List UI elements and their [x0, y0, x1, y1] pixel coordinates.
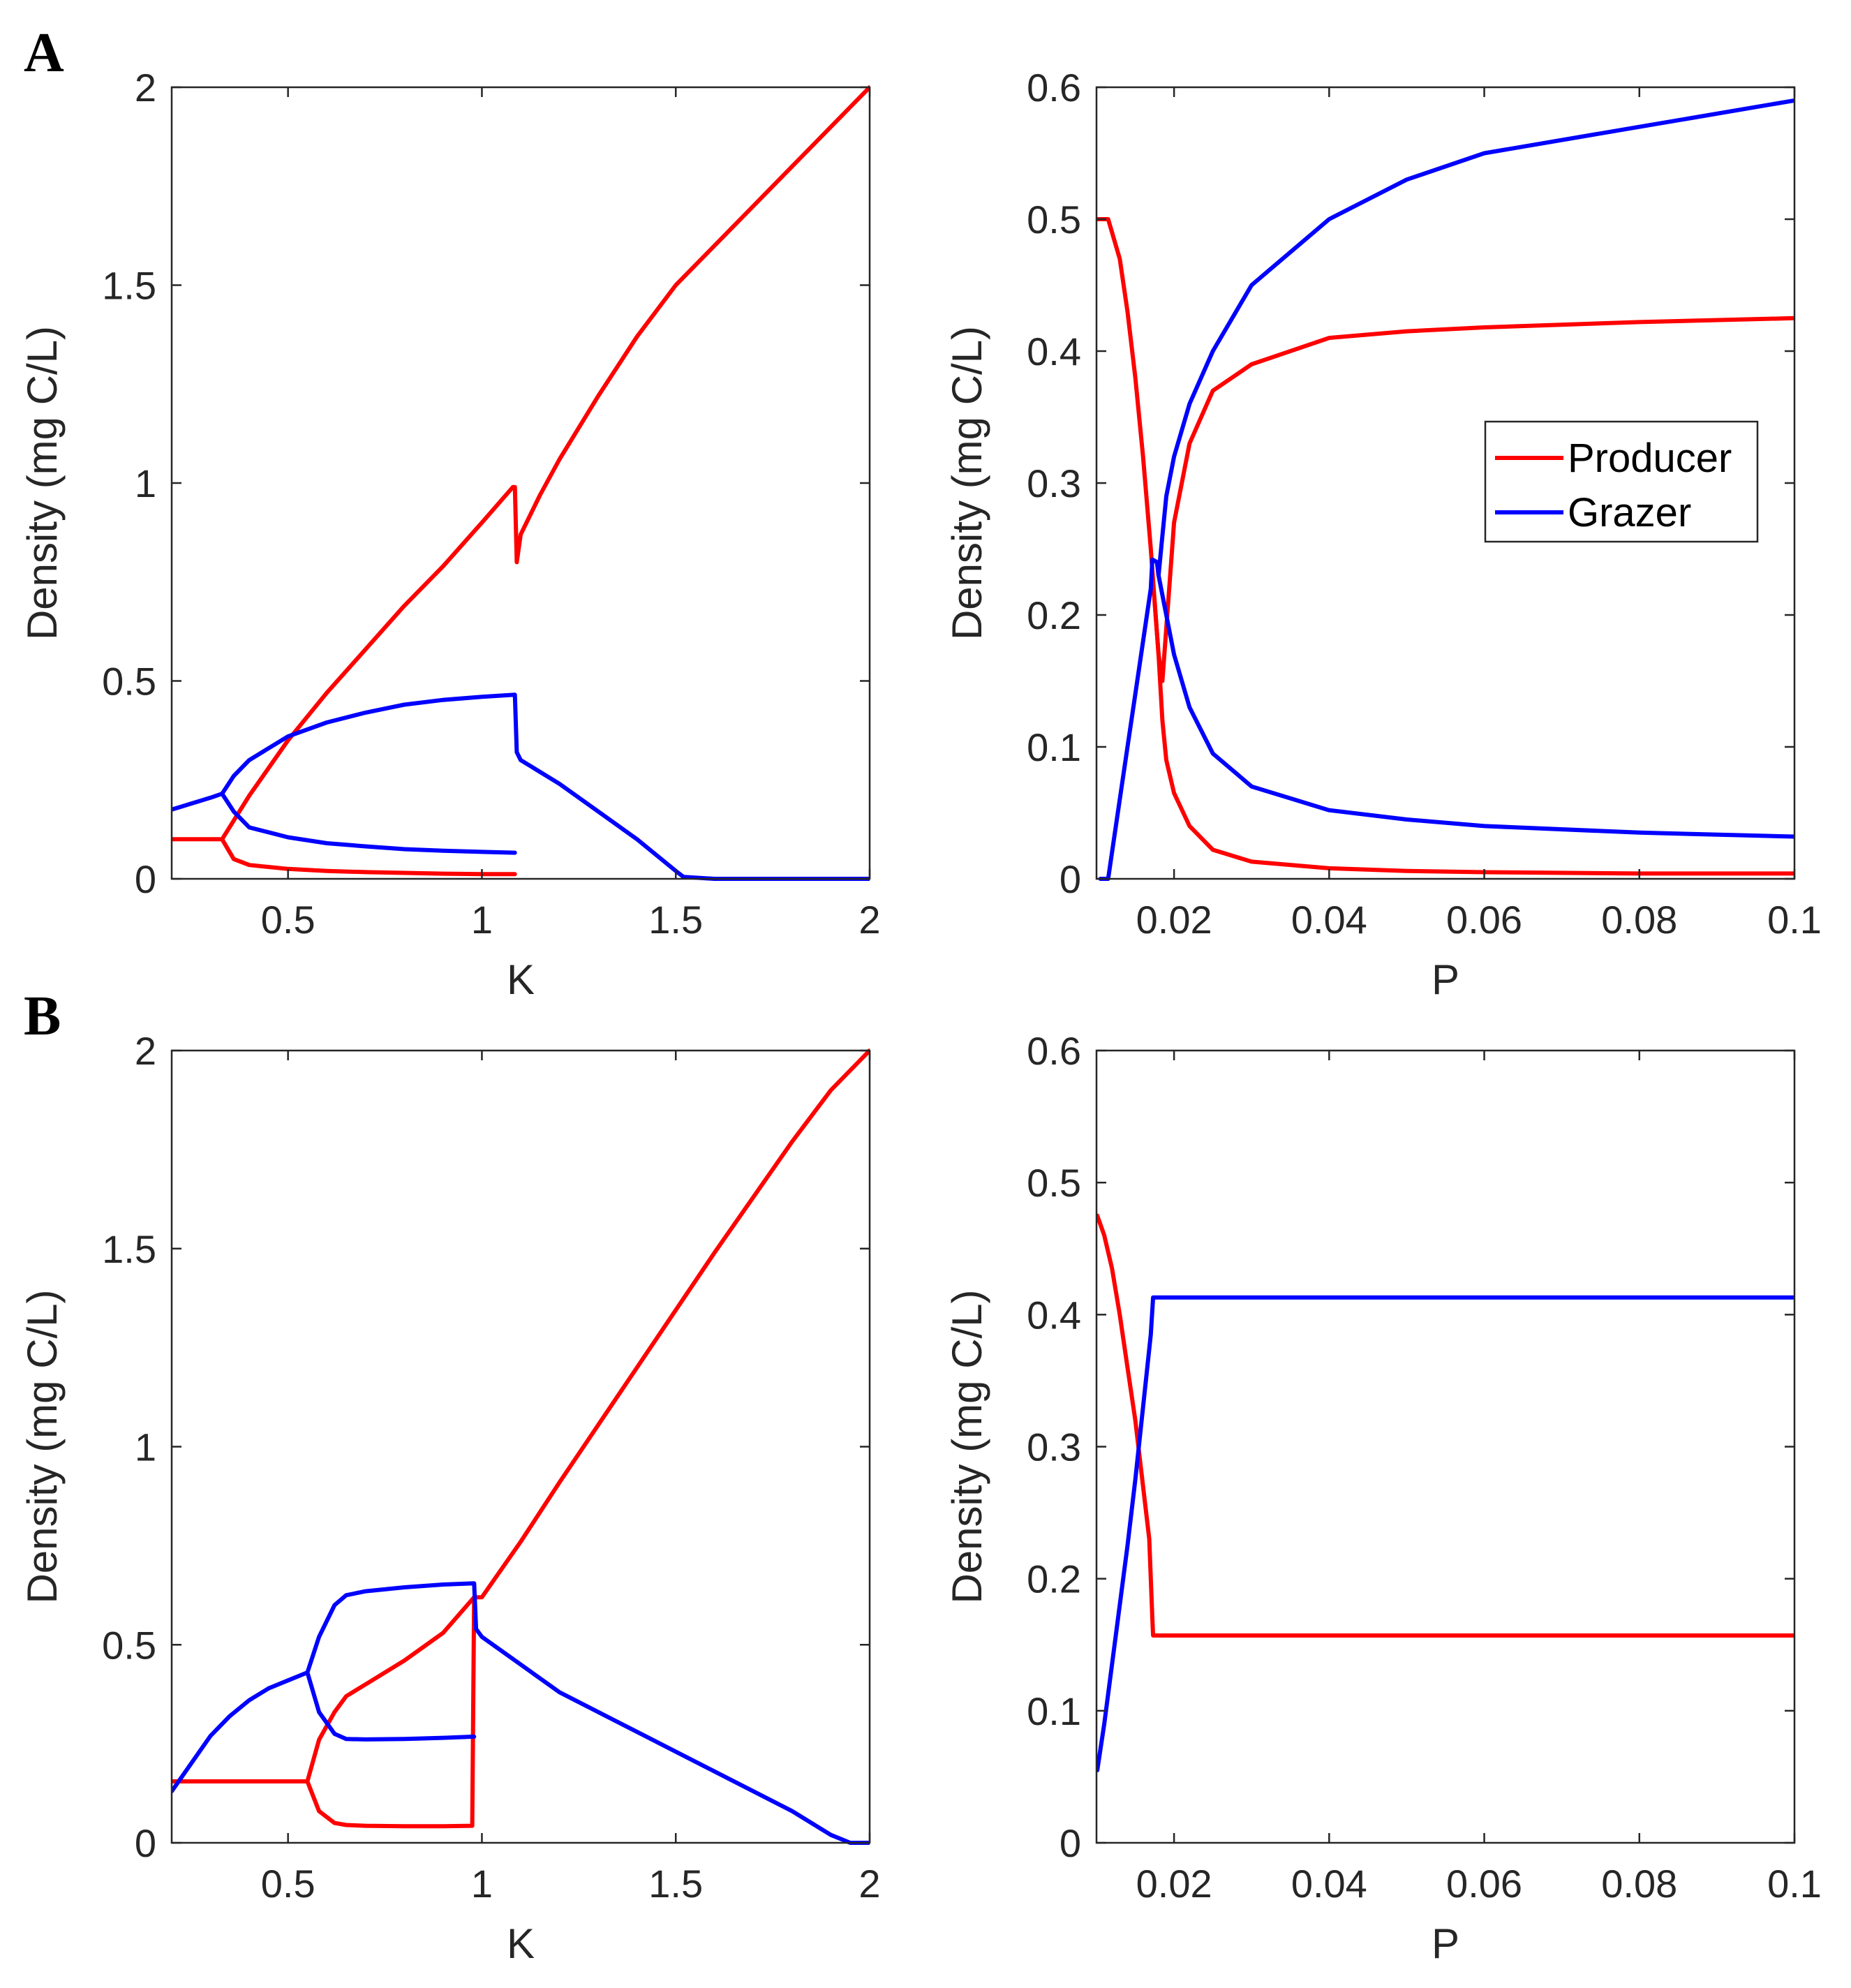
y-axis-label: Density (mg C/L)	[944, 326, 990, 640]
legend-label-producer: Producer	[1568, 436, 1732, 481]
legend-label-grazer: Grazer	[1568, 490, 1691, 535]
x-tick-label: 0.1	[1767, 1862, 1822, 1906]
x-tick-label: 1	[471, 1862, 493, 1906]
y-tick-label: 2	[135, 66, 156, 110]
y-axis-label: Density (mg C/L)	[944, 1289, 990, 1603]
y-tick-label: 0.5	[1027, 198, 1081, 242]
series-B-left-producer-max	[172, 1048, 870, 1783]
y-tick-label: 0.4	[1027, 1293, 1081, 1337]
series-B-right-producer	[1097, 1213, 1794, 1638]
series-A-right-producer-max	[1097, 217, 1794, 683]
y-tick-label: 1	[135, 1425, 156, 1469]
x-tick-label: 0.1	[1767, 898, 1822, 942]
x-tick-label: 0.5	[261, 1862, 315, 1906]
y-tick-label: 0.2	[1027, 593, 1081, 637]
y-tick-label: 0.3	[1027, 461, 1081, 505]
x-tick-label: 1.5	[648, 898, 703, 942]
y-tick-label: 0.4	[1027, 329, 1081, 373]
x-axis-label: P	[1432, 1920, 1459, 1967]
series-A-left-grazer-min	[220, 792, 517, 855]
plot-A-right: 0.02 0.04 0.06 0.08 0.1 0 0.1 0.2 0.3 0.4 0.5 0.6 P D…	[944, 66, 1822, 1003]
y-tick-label: 0	[1060, 857, 1081, 901]
x-tick-label: 0.06	[1446, 898, 1522, 942]
y-tick-label: 0.1	[1027, 1689, 1081, 1733]
y-tick-label: 0.6	[1027, 1029, 1081, 1073]
panel-label-b: B	[24, 986, 61, 1047]
plot-B-right: 0.02 0.04 0.06 0.08 0.1 0 0.1 0.2 0.3 0.4 0.5 0.6 P D…	[944, 1029, 1822, 1967]
series-B-left-grazer-max	[172, 1581, 870, 1845]
legend-box	[1484, 420, 1759, 543]
series-B-left-producer-min	[305, 1595, 477, 1829]
series-A-left-producer-min	[220, 837, 517, 877]
y-axis-label: Density (mg C/L)	[19, 1289, 66, 1603]
y-tick-label: 0.5	[1027, 1161, 1081, 1205]
x-tick-label: 0.5	[261, 898, 315, 942]
y-tick-label: 0	[1060, 1821, 1081, 1865]
y-tick-label: 0.5	[102, 1623, 156, 1667]
x-tick-label: 0.04	[1291, 898, 1367, 942]
x-tick-label: 2	[858, 1862, 880, 1906]
y-tick-label: 0.5	[102, 660, 156, 704]
plot-B-left: 0.5 1 1.5 2 0 0.5 1 1.5 2 K Density (mg C/L)	[19, 1029, 881, 1967]
x-tick-label: 1	[471, 898, 493, 942]
y-axis-label: Density (mg C/L)	[19, 326, 66, 640]
x-tick-label: 1.5	[648, 1862, 703, 1906]
x-tick-label: 0.06	[1446, 1862, 1522, 1906]
y-tick-label: 0	[135, 1821, 156, 1865]
y-tick-label: 0	[135, 857, 156, 901]
x-axis-label: K	[507, 956, 535, 1003]
x-tick-label: 0.02	[1136, 898, 1212, 942]
plot-frame	[1095, 1049, 1796, 1844]
x-tick-label: 0.08	[1601, 898, 1677, 942]
series-B-right-grazer	[1097, 1295, 1794, 1772]
series-B-left-grazer-min	[305, 1670, 477, 1742]
y-tick-label: 0.2	[1027, 1557, 1081, 1601]
y-tick-label: 1.5	[102, 264, 156, 308]
x-tick-label: 0.08	[1601, 1862, 1677, 1906]
x-tick-label: 0.02	[1136, 1862, 1212, 1906]
y-tick-label: 0.3	[1027, 1425, 1081, 1469]
series-A-right-grazer-min	[1150, 557, 1794, 839]
series-A-left-grazer-max	[172, 692, 870, 881]
series-A-right-grazer-max	[1098, 98, 1794, 881]
y-tick-label: 1.5	[102, 1227, 156, 1271]
plot-frame	[170, 1049, 871, 1844]
y-tick-label: 0.1	[1027, 725, 1081, 769]
x-tick-label: 0.04	[1291, 1862, 1367, 1906]
x-axis-label: P	[1432, 956, 1459, 1003]
x-tick-label: 2	[858, 898, 880, 942]
x-axis-label: K	[507, 1920, 535, 1967]
y-tick-label: 0.6	[1027, 66, 1081, 110]
legend: Producer Grazer	[1484, 420, 1759, 543]
series-A-left-producer-max	[172, 85, 870, 842]
plot-A-left: 0.5 1 1.5 2 0 0.5 1 1.5 2 K Density (mg C/L)	[19, 66, 881, 1003]
y-tick-label: 1	[135, 461, 156, 505]
panel-label-a: A	[24, 22, 64, 84]
y-tick-label: 2	[135, 1029, 156, 1073]
